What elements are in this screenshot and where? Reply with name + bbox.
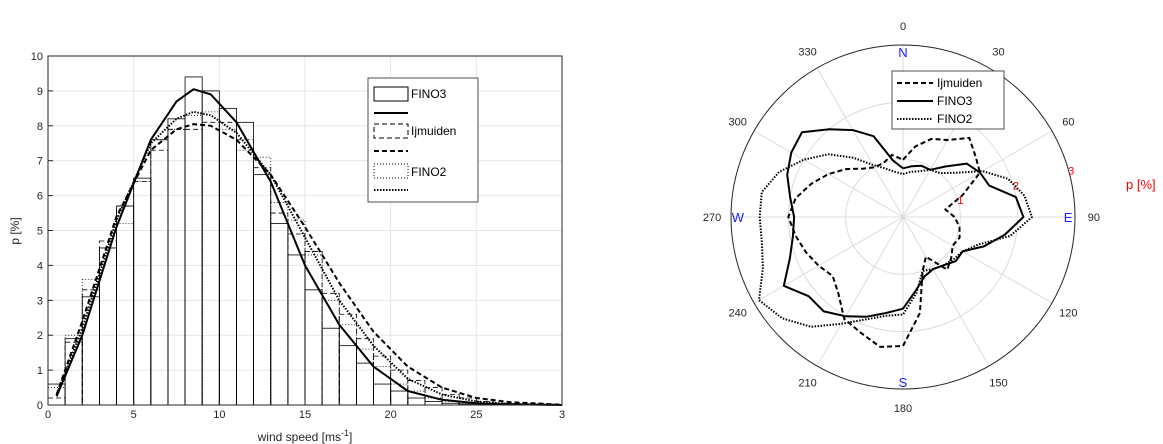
polar-angle-label: 60 — [1062, 117, 1074, 129]
histogram-x-tick-label: 0 — [45, 409, 51, 421]
polar-radius-tick-label: 1 — [957, 195, 963, 207]
polar-angle-label: 270 — [703, 212, 721, 224]
polar-line-fino3 — [782, 128, 1025, 318]
histogram-bar-fino2 — [373, 366, 392, 406]
histogram-x-axis-label: wind speed [ms-1] — [257, 428, 353, 444]
histogram-y-tick-label: 1 — [37, 365, 43, 377]
compass-label-s: S — [899, 375, 908, 390]
histogram-x-tick-label: 15 — [299, 409, 311, 421]
polar-spoke — [816, 216, 904, 367]
polar-radius-unit: p [%] — [1126, 177, 1156, 192]
compass-label-e: E — [1064, 210, 1073, 225]
polar-outer-ring — [730, 44, 1076, 390]
histogram-bar-fino2 — [390, 383, 409, 406]
legend-fino3-line-label: FINO3 — [937, 94, 973, 108]
polar-angle-label: 240 — [728, 307, 746, 319]
histogram-y-tick-label: 0 — [37, 400, 43, 412]
legend-ijmuiden-bar-swatch — [373, 123, 409, 139]
legend-fino2-line-label: FINO2 — [937, 112, 973, 126]
histogram-y-tick-label: 3 — [37, 295, 43, 307]
polar-spoke — [816, 67, 904, 218]
histogram-y-tick-label: 9 — [37, 86, 43, 98]
polar-spoke — [753, 130, 904, 218]
polar-spoke — [902, 216, 1053, 304]
legend-fino2-bar-label: FINO2 — [411, 165, 447, 179]
histogram-bar-fino2 — [81, 278, 100, 406]
histogram-y-tick-label: 10 — [31, 51, 43, 63]
histogram-bar-fino2 — [167, 128, 186, 406]
legend-ijmuiden-bar-label: Ijmuiden — [411, 124, 456, 138]
polar-spoke — [902, 216, 990, 367]
histogram-x-tick-label: 10 — [213, 409, 225, 421]
polar-angle-label: 180 — [894, 403, 912, 415]
histogram-fit-fino2 — [55, 110, 563, 406]
compass-label-w: W — [732, 210, 745, 225]
polar-compass-labels: N E S W — [732, 45, 1073, 390]
polar-angle-label: 90 — [1088, 212, 1100, 224]
histogram-y-tick-label: 2 — [37, 330, 43, 342]
histogram-y-tick-label: 4 — [37, 260, 43, 272]
histogram-x-tick-label: 20 — [385, 409, 397, 421]
polar-angle-label: 0 — [900, 21, 906, 33]
histogram-fit-ijmuiden — [55, 123, 563, 406]
legend-ijmuiden-line-label: Ijmuiden — [937, 76, 982, 90]
histogram-x-tick-label: 5 — [131, 409, 137, 421]
compass-label-n: N — [898, 45, 907, 60]
histogram-y-axis-label: p [%] — [8, 217, 22, 244]
legend-fino3-bar-label: FINO3 — [411, 87, 447, 101]
histogram-x-tick-label: 3 — [559, 409, 565, 421]
polar-series-lines — [758, 128, 1033, 348]
histogram-bar-fino2 — [321, 299, 340, 406]
histogram-legend-box — [367, 77, 479, 203]
polar-angle-label: 330 — [798, 47, 816, 59]
histogram-x-tick-label: 25 — [470, 409, 482, 421]
polar-legend: Ijmuiden FINO3 FINO2 — [891, 70, 1005, 130]
histogram-y-tick-label: 7 — [37, 156, 43, 168]
polar-angle-label: 150 — [989, 377, 1007, 389]
histogram-legend: FINO3 Ijmuiden FINO2 — [367, 77, 479, 203]
polar-angle-label: 30 — [992, 47, 1004, 59]
legend-fino3-bar-swatch — [373, 86, 409, 102]
histogram-bar-fino2 — [218, 128, 237, 406]
polar-spoke — [753, 216, 904, 304]
histogram-fit-curves — [55, 88, 563, 406]
histogram-y-tick-label: 8 — [37, 121, 43, 133]
histogram-bar-fino2 — [150, 139, 169, 406]
histogram-y-tick-label: 6 — [37, 191, 43, 203]
histogram-bar-fino2 — [236, 149, 254, 406]
polar-spoke — [902, 130, 1053, 218]
polar-angle-label: 120 — [1059, 307, 1077, 319]
polar-angle-label: 300 — [728, 117, 746, 129]
polar-angle-labels: 0 30 60 90 120 150 180 210 240 270 300 330 — [703, 21, 1100, 415]
polar-angle-label: 210 — [798, 377, 816, 389]
histogram-bar-ijmuiden — [167, 128, 186, 406]
histogram-y-tick-label: 5 — [37, 226, 43, 238]
polar-radius-tick-label: 3 — [1068, 165, 1074, 177]
